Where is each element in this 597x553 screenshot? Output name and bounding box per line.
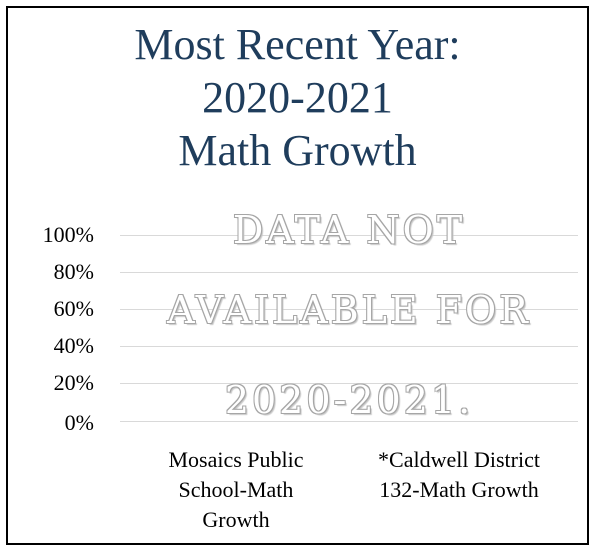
gridline-80 [120, 272, 578, 273]
notice-line-2: AVAILABLE FOR [167, 288, 531, 332]
y-tick-0: 0% [64, 410, 94, 435]
y-tick-80: 80% [53, 259, 94, 284]
x-category-caldwell-line-1: *Caldwell District [378, 447, 540, 472]
x-category-mosaics-line-2: School-Math [178, 477, 294, 502]
x-category-caldwell: *Caldwell District 132-Math Growth [349, 445, 569, 505]
chart-title-line-3: Math Growth [178, 126, 417, 175]
gridline-60 [120, 309, 578, 310]
x-category-mosaics: Mosaics Public School-Math Growth [141, 445, 331, 535]
notice-line-3: 2020-2021. [224, 378, 474, 422]
chart-frame [6, 6, 589, 545]
gridline-0 [120, 421, 578, 422]
y-tick-20: 20% [53, 370, 94, 395]
notice-line-1: DATA NOT [232, 208, 466, 252]
x-category-mosaics-line-1: Mosaics Public [168, 447, 304, 472]
chart-title-line-2: 2020-2021 [202, 73, 393, 122]
gridline-20 [120, 383, 578, 384]
y-tick-40: 40% [53, 333, 94, 358]
y-tick-100: 100% [42, 222, 94, 247]
gridline-100 [120, 235, 578, 236]
gridline-40 [120, 346, 578, 347]
x-category-caldwell-line-2: 132-Math Growth [379, 477, 539, 502]
chart-title: Most Recent Year: 2020-2021 Math Growth [6, 18, 589, 177]
y-tick-60: 60% [53, 296, 94, 321]
x-category-mosaics-line-3: Growth [202, 507, 270, 532]
chart-title-line-1: Most Recent Year: [134, 20, 461, 69]
